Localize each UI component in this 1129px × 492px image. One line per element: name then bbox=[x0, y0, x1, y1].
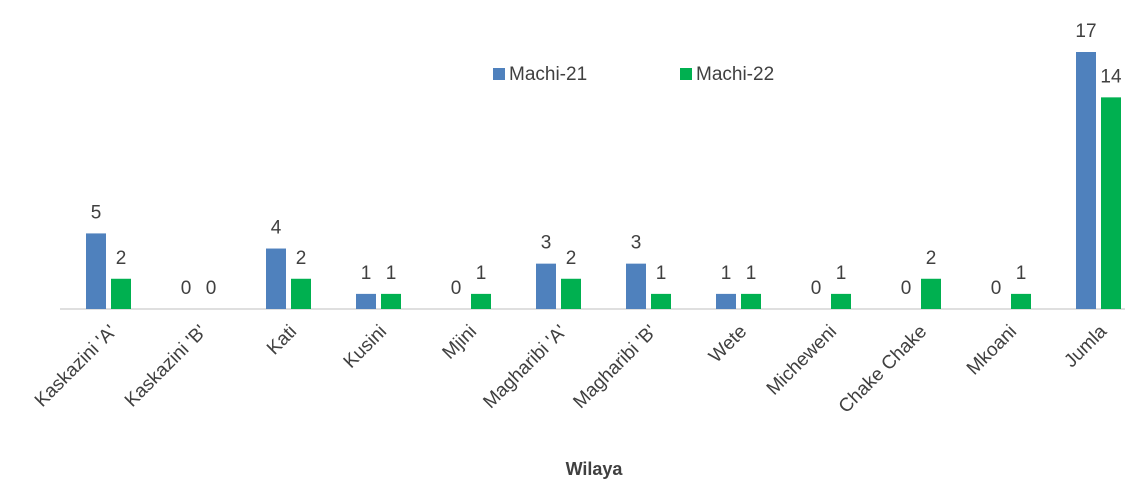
x-tick-label: Wete bbox=[705, 321, 751, 367]
bar bbox=[86, 233, 106, 309]
value-label: 14 bbox=[1100, 66, 1122, 87]
bar bbox=[921, 278, 941, 309]
value-label: 1 bbox=[746, 263, 757, 284]
bar bbox=[716, 293, 736, 309]
x-tick-label: Kaskazini 'A' bbox=[31, 321, 121, 411]
value-label: 3 bbox=[631, 233, 642, 254]
value-label: 2 bbox=[926, 248, 937, 269]
x-tick-label: Magharibi 'B' bbox=[569, 321, 661, 413]
value-label: 0 bbox=[811, 278, 822, 299]
x-tick-label: Jumla bbox=[1060, 321, 1111, 372]
value-label: 0 bbox=[181, 278, 192, 299]
value-label: 0 bbox=[451, 278, 462, 299]
bar bbox=[741, 293, 761, 309]
value-label: 4 bbox=[271, 218, 282, 239]
bar bbox=[266, 248, 286, 309]
bar bbox=[471, 293, 491, 309]
x-tick-label: Kusini bbox=[340, 321, 391, 372]
legend-swatch bbox=[680, 68, 692, 80]
x-tick-label: Mjini bbox=[439, 321, 481, 363]
value-label: 0 bbox=[206, 278, 217, 299]
legend-label: Machi-22 bbox=[696, 64, 774, 85]
x-tick-label: Mkoani bbox=[963, 321, 1021, 379]
value-label: 5 bbox=[91, 202, 102, 223]
bar bbox=[626, 263, 646, 309]
value-label: 1 bbox=[656, 263, 667, 284]
bar bbox=[1076, 52, 1096, 309]
x-axis-label: Wilaya bbox=[566, 459, 624, 479]
x-tick-label: Chake Chake bbox=[835, 321, 931, 417]
legend-swatch bbox=[493, 68, 505, 80]
legend-label: Machi-21 bbox=[509, 64, 587, 85]
value-label: 3 bbox=[541, 233, 552, 254]
value-label: 0 bbox=[901, 278, 912, 299]
value-label: 2 bbox=[116, 248, 127, 269]
x-tick-label: Magharibi 'A' bbox=[479, 321, 571, 413]
value-label: 2 bbox=[296, 248, 307, 269]
value-label: 1 bbox=[476, 263, 487, 284]
value-label: 17 bbox=[1075, 21, 1096, 42]
value-label: 1 bbox=[836, 263, 847, 284]
bar bbox=[561, 278, 581, 309]
bar bbox=[536, 263, 556, 309]
value-label: 2 bbox=[566, 248, 577, 269]
bar bbox=[831, 293, 851, 309]
x-tick-label: Kati bbox=[263, 321, 301, 359]
bar bbox=[356, 293, 376, 309]
bar bbox=[651, 293, 671, 309]
value-label: 1 bbox=[1016, 263, 1027, 284]
x-tick-label: Kaskazini 'B' bbox=[121, 321, 211, 411]
value-label: 1 bbox=[386, 263, 397, 284]
bar bbox=[1101, 97, 1121, 310]
bar bbox=[291, 278, 311, 309]
value-label: 1 bbox=[361, 263, 372, 284]
bar bbox=[381, 293, 401, 309]
value-label: 0 bbox=[991, 278, 1002, 299]
bar bbox=[1011, 293, 1031, 309]
x-tick-label: Micheweni bbox=[763, 321, 841, 399]
value-label: 1 bbox=[721, 263, 732, 284]
bar bbox=[111, 278, 131, 309]
